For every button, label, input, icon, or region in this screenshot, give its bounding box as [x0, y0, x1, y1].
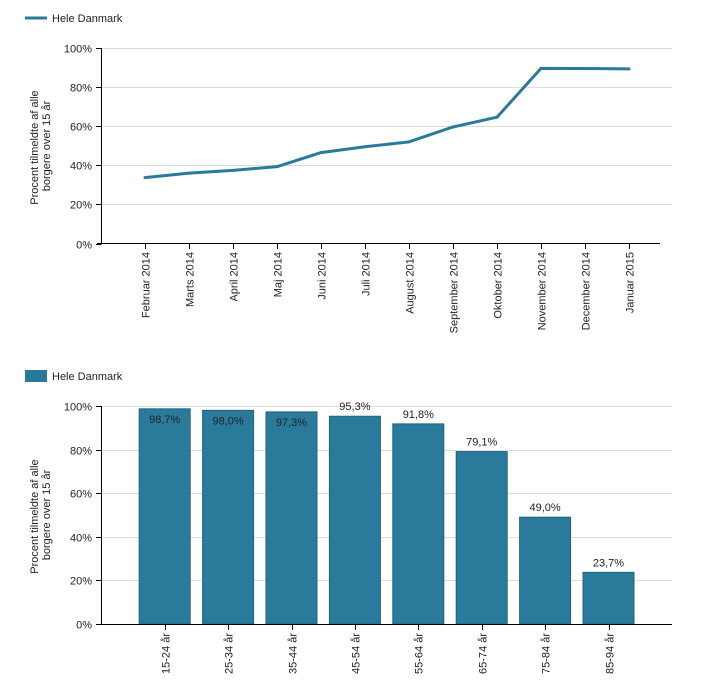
line-data-point[interactable]: [451, 125, 455, 129]
line-x-tick-label: Marts 2014: [185, 252, 197, 307]
line-y-tick-label: 20%: [70, 200, 92, 212]
line-y-axis-title-line1: Procent tilmeldte af alle: [29, 90, 41, 204]
bar-y-tick-label: 40%: [70, 533, 92, 545]
line-x-tick-label: September 2014: [449, 252, 461, 333]
line-legend-label: Hele Danmark: [52, 13, 123, 25]
line-data-point[interactable]: [583, 67, 587, 71]
line-y-axis-ticks: 0% 20% 40% 60% 80% 100%: [64, 44, 102, 252]
line-x-tick-label: August 2014: [405, 252, 417, 314]
line-data-point[interactable]: [187, 171, 191, 175]
line-data-point[interactable]: [495, 115, 499, 119]
line-data-point[interactable]: [319, 151, 323, 155]
line-x-tick-label: November 2014: [537, 252, 549, 330]
line-x-axis-ticks: Februar 2014 Marts 2014 April 2014 Maj 2014…: [141, 243, 637, 333]
bar-legend-swatch: [25, 370, 47, 382]
line-x-tick-label: Juli 2014: [361, 252, 373, 296]
bar-x-tick-label: 85-94 år: [605, 633, 617, 674]
bar-data-label: 23,7%: [593, 557, 624, 569]
line-data-point[interactable]: [275, 165, 279, 169]
line-y-tick-label: 80%: [70, 83, 92, 95]
bar-x-tick-label: 35-44 år: [288, 633, 300, 674]
bar[interactable]: [138, 408, 191, 625]
line-data-point[interactable]: [231, 168, 235, 172]
line-x-tick-label: Januar 2015: [625, 252, 637, 313]
line-y-axis-title-line2: borgere over 15 år: [41, 100, 53, 191]
bar-y-tick-label: 100%: [64, 402, 92, 414]
bar-chart: Hele Danmark 0%20%40%60%80%100% 98,7% 98,…: [25, 370, 672, 674]
bar-x-tick-label: 25-34 år: [224, 633, 236, 674]
line-y-tick-label: 40%: [70, 161, 92, 173]
bar-x-tick-label: 15-24 år: [161, 633, 173, 674]
line-data-point[interactable]: [539, 66, 543, 70]
line-series-hele-danmark[interactable]: [144, 66, 630, 180]
bar[interactable]: [455, 451, 508, 625]
bar[interactable]: [202, 409, 255, 625]
bar-data-label: 98,0%: [212, 415, 243, 427]
bar-data-label: 79,1%: [466, 437, 497, 449]
bar-series-hele-danmark: 98,7% 98,0% 97,3% 95,3% 91,8% 79,1% 49,0% 23,7%: [138, 401, 635, 625]
bar-data-label: 91,8%: [403, 409, 434, 421]
bar-y-tick-label: 20%: [70, 576, 92, 588]
bar-x-tick-label: 65-74 år: [478, 633, 490, 674]
bar-y-axis-ticks: 0% 20% 40% 60% 80% 100%: [64, 402, 102, 632]
line-gridlines: [101, 48, 672, 205]
bar[interactable]: [392, 423, 445, 625]
bar-x-tick-label: 45-54 år: [351, 633, 363, 674]
bar-y-tick-label: 0%: [76, 620, 92, 632]
line-chart: Hele Danmark 0% 20% 40% 60% 80% 100% Februar …: [25, 13, 672, 333]
bar-y-tick-label: 80%: [70, 446, 92, 458]
line-y-axis-title: Procent tilmeldte af alle borgere over 1…: [29, 87, 53, 204]
line-y-tick-label: 60%: [70, 122, 92, 134]
line-y-tick-label: 100%: [64, 44, 92, 56]
bar-x-tick-label: 75-84 år: [541, 633, 553, 674]
line-data-point[interactable]: [407, 140, 411, 144]
bar-data-label: 95,3%: [339, 401, 370, 413]
bar-data-label: 97,3%: [276, 417, 307, 429]
bar-x-axis-ticks: 15-24 år 25-34 år 35-44 år 45-54 år 55-64 år…: [161, 624, 617, 674]
bar-x-tick-label: 55-64 år: [414, 633, 426, 674]
bar-data-label: 98,7%: [149, 414, 180, 426]
bar[interactable]: [265, 411, 318, 625]
line-x-tick-label: Oktober 2014: [493, 252, 505, 319]
bar[interactable]: [582, 571, 635, 625]
line-x-tick-label: Juni 2014: [317, 252, 329, 300]
line-data-point[interactable]: [363, 145, 367, 149]
bar-y-tick-label: 60%: [70, 489, 92, 501]
line-legend[interactable]: Hele Danmark: [25, 13, 123, 25]
line-x-tick-label: December 2014: [581, 252, 593, 330]
line-x-tick-label: April 2014: [229, 252, 241, 302]
bar[interactable]: [519, 516, 572, 625]
bar-y-axis-title-line2: borgere over 15 år: [41, 469, 53, 560]
bar-legend[interactable]: Hele Danmark: [25, 370, 123, 383]
bar-gridlines: [101, 406, 672, 581]
bar-data-label: 49,0%: [529, 502, 560, 514]
line-x-tick-label: Februar 2014: [141, 252, 153, 318]
line-data-point[interactable]: [143, 176, 147, 180]
bar-y-axis-title-line1: Procent tilmeldte af alle: [29, 459, 41, 573]
line-x-tick-label: Maj 2014: [273, 252, 285, 297]
line-y-tick-label: 0%: [76, 240, 92, 252]
bar[interactable]: [328, 415, 381, 625]
bar-legend-label: Hele Danmark: [52, 371, 123, 383]
line-data-point[interactable]: [627, 67, 631, 71]
bar-y-axis-title: Procent tilmeldte af alle borgere over 1…: [29, 456, 53, 573]
